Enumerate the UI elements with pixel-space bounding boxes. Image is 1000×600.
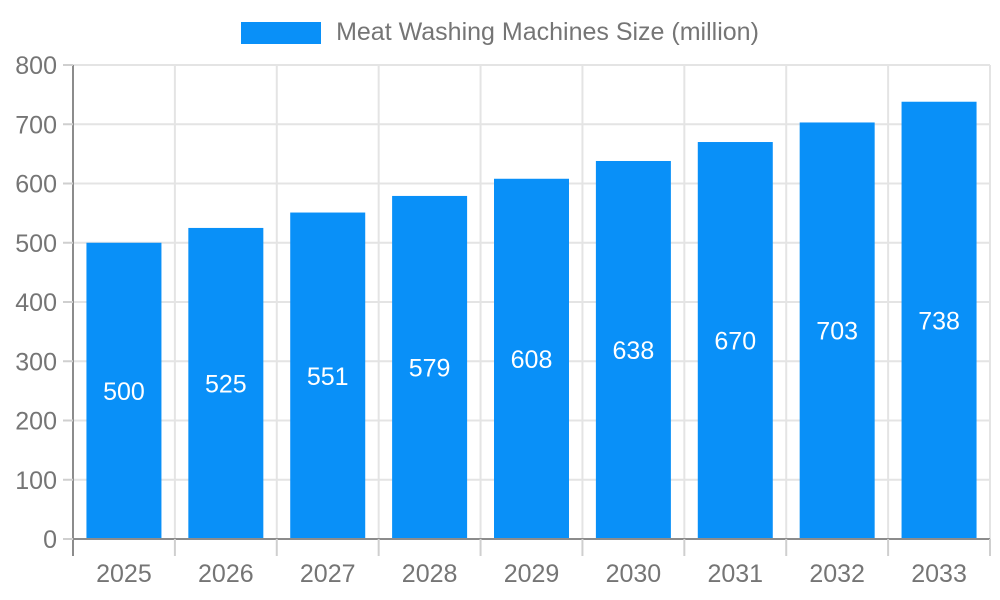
bar — [86, 242, 162, 539]
y-tick-label: 300 — [15, 348, 57, 376]
bar-value-label: 579 — [409, 354, 451, 382]
x-tick-label: 2033 — [911, 560, 967, 588]
y-tick-label: 500 — [15, 230, 57, 258]
y-tick-label: 800 — [15, 52, 57, 80]
x-tick-label: 2030 — [606, 560, 662, 588]
bar-value-label: 525 — [205, 370, 247, 398]
y-tick-label: 100 — [15, 467, 57, 495]
y-tick-label: 600 — [15, 171, 57, 199]
legend: Meat Washing Machines Size (million) — [0, 20, 1000, 45]
x-tick-label: 2026 — [198, 560, 254, 588]
bar — [392, 195, 468, 539]
bar — [697, 142, 773, 539]
bar-value-label: 738 — [918, 307, 960, 335]
x-tick-label: 2031 — [707, 560, 763, 588]
bar — [799, 122, 875, 539]
x-tick-label: 2028 — [402, 560, 458, 588]
bar — [290, 212, 366, 539]
y-tick-label: 0 — [43, 526, 57, 554]
bar-value-label: 551 — [307, 363, 349, 391]
bar-value-label: 608 — [511, 346, 553, 374]
bar-value-label: 670 — [714, 328, 756, 356]
bar — [595, 160, 671, 540]
x-tick-label: 2025 — [96, 560, 152, 588]
legend-swatch-icon — [241, 21, 322, 44]
bar-value-label: 500 — [103, 378, 145, 406]
x-tick-label: 2029 — [504, 560, 560, 588]
legend-label: Meat Washing Machines Size (million) — [336, 18, 759, 46]
x-tick-label: 2027 — [300, 560, 356, 588]
x-tick-label: 2032 — [809, 560, 865, 588]
bar — [494, 178, 569, 539]
y-tick-label: 400 — [15, 289, 57, 317]
bar-value-label: 703 — [816, 318, 858, 346]
bar-value-label: 638 — [613, 337, 655, 365]
bar — [188, 227, 264, 539]
y-tick-label: 700 — [15, 111, 57, 139]
y-tick-label: 200 — [15, 408, 57, 436]
bar — [901, 101, 977, 540]
